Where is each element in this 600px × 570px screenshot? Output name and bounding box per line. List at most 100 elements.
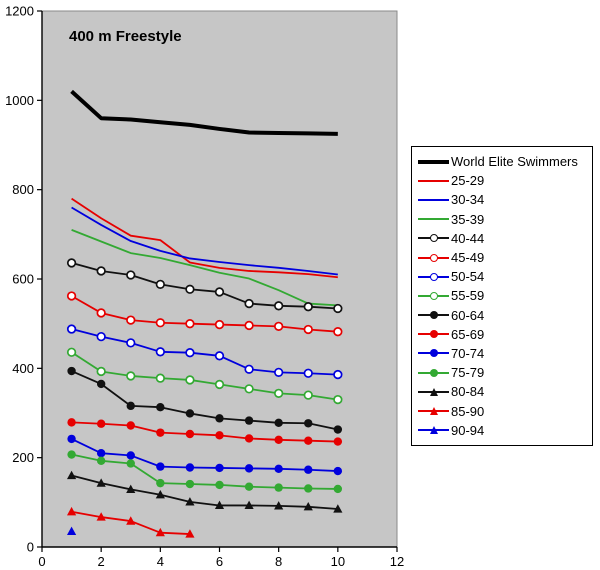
- legend-label: 40-44: [451, 230, 485, 246]
- legend-label: 45-49: [451, 250, 485, 266]
- series-line-70-74: [71, 438, 338, 472]
- legend-label: 25-29: [451, 173, 485, 189]
- series-line-55-59: [71, 351, 338, 401]
- series-marker-50-54: [274, 367, 284, 378]
- series-marker-80-84: [274, 501, 284, 510]
- legend-item: World Elite Swimmers: [418, 152, 590, 171]
- series-marker-80-84: [96, 478, 106, 487]
- legend-marker-circle-open-icon: [429, 234, 438, 243]
- series-marker-45-49: [274, 321, 284, 331]
- legend-line-swatch: [418, 213, 449, 225]
- series-marker-65-69: [67, 418, 76, 427]
- series-marker-55-59: [185, 375, 195, 385]
- series-marker-55-59: [126, 371, 136, 381]
- series-marker-55-59: [66, 347, 77, 357]
- series-marker-60-64: [304, 419, 313, 428]
- series-marker-45-49: [126, 315, 136, 325]
- series-marker-80-84: [303, 502, 313, 511]
- series-line-60-64: [71, 370, 339, 431]
- series-marker-45-49: [333, 327, 343, 337]
- series-marker-60-64: [67, 366, 76, 376]
- legend-line: [418, 198, 449, 201]
- legend-label: 70-74: [451, 345, 485, 361]
- legend-marker-circle-icon: [429, 330, 438, 339]
- series-marker-80-84: [155, 489, 165, 499]
- series-marker-65-69: [215, 431, 224, 440]
- series-marker-70-74: [274, 464, 283, 474]
- legend-item: 85-90: [418, 401, 590, 420]
- series-marker-75-79: [156, 478, 165, 488]
- series-line-50-54: [71, 328, 338, 376]
- series-line-45-49: [71, 295, 338, 333]
- y-axis-tick-label: 800: [12, 182, 34, 197]
- series-marker-75-79: [304, 484, 313, 493]
- legend-marker-circle-open-icon: [429, 253, 438, 262]
- series-marker-45-49: [303, 324, 313, 335]
- legend-line: [418, 218, 449, 221]
- series-marker-45-49: [96, 308, 106, 318]
- series-marker-70-74: [333, 466, 343, 476]
- series-marker-75-79: [333, 484, 343, 494]
- legend-line-swatch: [418, 194, 449, 206]
- legend-label: 80-84: [451, 384, 485, 400]
- legend-line-swatch: [418, 252, 449, 264]
- series-line-world-elite-swimmers: [70, 89, 338, 136]
- legend-item: 70-74: [418, 344, 590, 363]
- legend-marker-circle-open-icon: [429, 291, 438, 300]
- legend-label: 75-79: [451, 365, 485, 381]
- series-marker-40-44: [96, 266, 106, 276]
- legend-label: 60-64: [451, 307, 485, 323]
- series-marker-60-64: [215, 414, 224, 423]
- series-line-80-84: [71, 474, 338, 510]
- legend-line: [418, 179, 449, 182]
- legend-item: 80-84: [418, 382, 590, 401]
- legend-label: 50-54: [451, 269, 485, 285]
- series-marker-55-59: [274, 388, 284, 398]
- legend-marker-triangle-icon: [429, 407, 438, 416]
- x-axis-tick-label: 10: [331, 554, 345, 569]
- legend-item: 60-64: [418, 306, 590, 325]
- series-marker-50-54: [66, 324, 77, 334]
- legend-line-swatch: [418, 232, 449, 244]
- series-marker-40-44: [185, 284, 195, 294]
- legend-line-swatch: [418, 175, 449, 187]
- series-marker-85-90: [126, 516, 136, 525]
- series-marker-70-74: [156, 462, 165, 471]
- legend-line-swatch: [418, 367, 449, 379]
- series-marker-60-64: [333, 425, 343, 434]
- series-marker-80-84: [333, 504, 343, 513]
- series-marker-50-54: [155, 347, 165, 357]
- legend-line-swatch: [418, 290, 449, 302]
- series-marker-65-69: [244, 434, 254, 443]
- series-marker-60-64: [185, 409, 195, 418]
- series-marker-40-44: [155, 279, 165, 290]
- series-marker-50-54: [333, 369, 343, 380]
- legend-item: 40-44: [418, 229, 590, 248]
- series-line-30-34: [71, 206, 338, 276]
- legend-marker-triangle-icon: [429, 426, 438, 435]
- series-marker-40-44: [274, 301, 284, 311]
- series-marker-80-84: [126, 484, 136, 493]
- legend-marker-circle-icon: [429, 368, 438, 377]
- series-marker-70-74: [126, 451, 135, 460]
- series-marker-40-44: [333, 303, 343, 314]
- series-marker-70-74: [215, 463, 224, 473]
- legend-item: 90-94: [418, 421, 590, 440]
- legend-label: 55-59: [451, 288, 485, 304]
- series-marker-60-64: [156, 402, 165, 412]
- y-axis-tick-label: 400: [12, 361, 34, 376]
- legend-line-swatch: [418, 309, 449, 321]
- legend-label: World Elite Swimmers: [451, 154, 578, 170]
- legend-item: 75-79: [418, 363, 590, 382]
- y-axis-tick-label: 600: [12, 272, 34, 287]
- series-marker-80-84: [214, 500, 225, 510]
- series-marker-55-59: [303, 390, 313, 400]
- series-marker-65-69: [126, 421, 135, 430]
- series-marker-55-59: [333, 394, 343, 405]
- legend-line-swatch: [418, 405, 449, 417]
- series-marker-55-59: [96, 366, 106, 377]
- legend-line-swatch: [418, 424, 449, 436]
- legend-item: 45-49: [418, 248, 590, 267]
- series-marker-45-49: [155, 318, 165, 328]
- legend-line-swatch: [418, 347, 449, 359]
